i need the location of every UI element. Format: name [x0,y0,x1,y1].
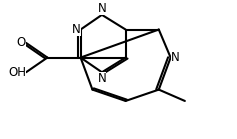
Text: N: N [98,2,106,15]
Text: N: N [72,23,81,36]
Text: N: N [171,51,179,64]
Text: OH: OH [8,66,26,79]
Text: O: O [17,36,26,49]
Text: N: N [98,72,106,85]
